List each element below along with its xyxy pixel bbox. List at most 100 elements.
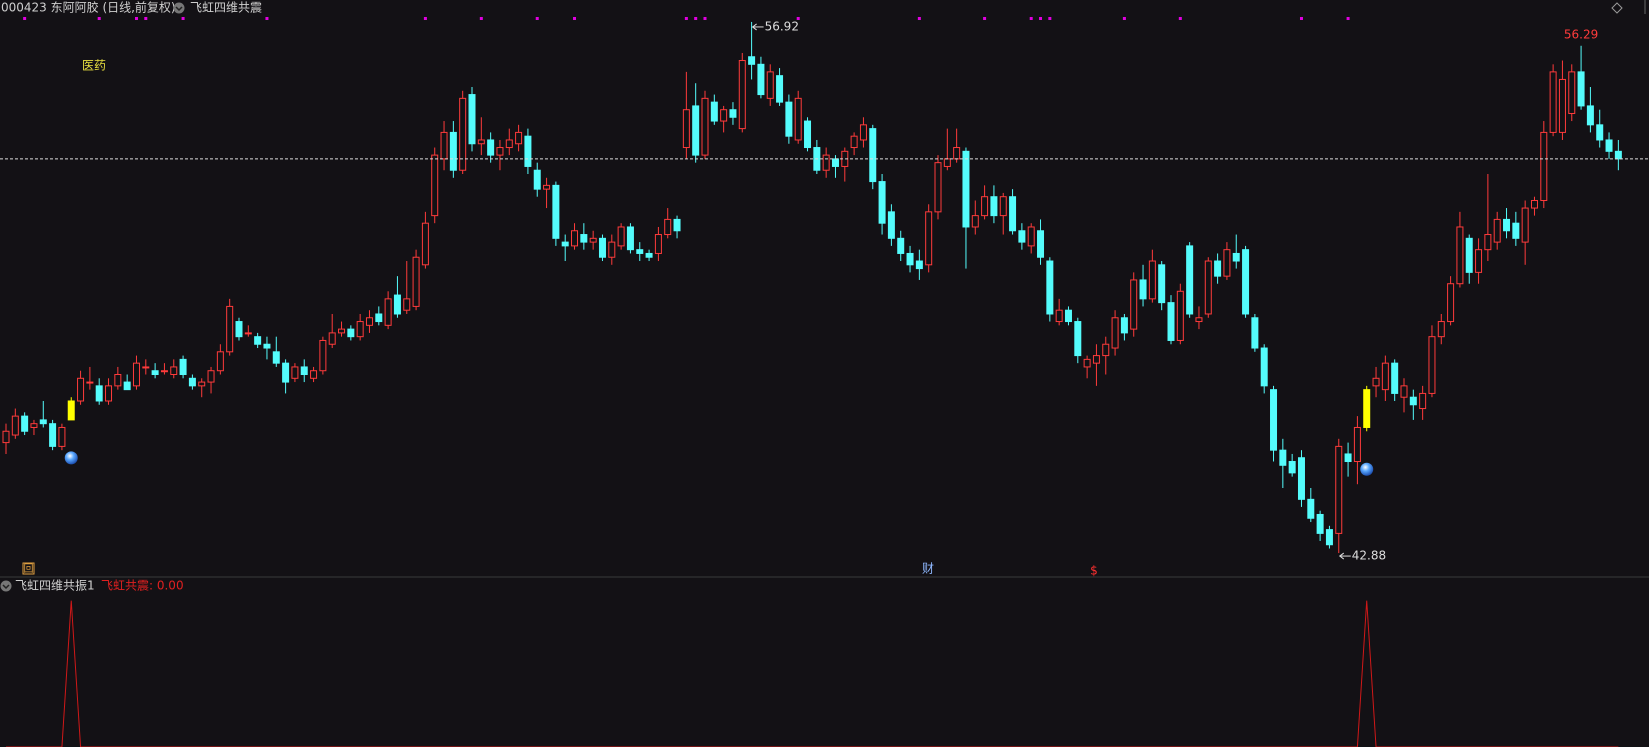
top-marker xyxy=(1029,17,1033,20)
candle-body xyxy=(216,351,224,372)
candle-body xyxy=(440,131,448,160)
candle-body xyxy=(561,241,569,247)
candle-body xyxy=(608,241,616,258)
candle-body xyxy=(1409,396,1417,406)
candle-body xyxy=(1046,260,1054,315)
top-marker xyxy=(917,17,921,20)
candle-body xyxy=(403,298,411,311)
candle-body xyxy=(1381,362,1389,391)
candle-body xyxy=(1447,283,1455,323)
candle-body xyxy=(431,154,439,217)
annotation: 56.92 xyxy=(765,19,799,33)
candle-body xyxy=(887,211,895,239)
candle-body xyxy=(1111,317,1119,349)
candle-body xyxy=(1558,78,1566,133)
candle-body xyxy=(831,158,839,167)
candle-body xyxy=(1400,385,1408,398)
candle-body xyxy=(310,370,318,379)
candle-body xyxy=(580,234,588,243)
candle-body xyxy=(170,366,178,376)
candle-body xyxy=(626,226,634,251)
candle-body xyxy=(160,370,168,373)
candle-body xyxy=(375,313,383,323)
lower-title: 飞虹四维共振1 xyxy=(15,579,95,593)
candle-body xyxy=(282,362,290,383)
candle-body xyxy=(1139,279,1147,300)
candle-body xyxy=(291,366,299,379)
collapse-icon[interactable] xyxy=(0,580,12,592)
candle-body xyxy=(86,381,94,384)
candle-body xyxy=(1530,199,1538,209)
candle-body xyxy=(123,381,131,391)
candle-body xyxy=(421,222,429,266)
candle-body xyxy=(1475,249,1483,273)
candle-body xyxy=(2,430,10,444)
candle-body xyxy=(449,131,457,171)
top-marker xyxy=(684,17,688,20)
top-marker xyxy=(479,17,483,20)
candle-body xyxy=(1521,207,1529,243)
candle-body xyxy=(188,377,196,387)
indicator-title: 飞虹四维共震 xyxy=(190,1,262,15)
candle-body xyxy=(1596,124,1604,141)
event-icon: 回 xyxy=(24,563,34,575)
candle-body xyxy=(1009,196,1017,232)
chevron xyxy=(2,584,10,590)
candle-body xyxy=(1568,71,1576,114)
top-marker xyxy=(23,17,27,20)
candle-body xyxy=(533,169,541,190)
top-marker xyxy=(983,17,987,20)
top-marker xyxy=(181,17,185,20)
candle-body xyxy=(673,218,681,232)
candle-body xyxy=(1484,234,1492,251)
candle-body xyxy=(114,374,122,387)
candle-body xyxy=(1037,230,1045,258)
candle-body xyxy=(459,97,467,171)
candle-body xyxy=(1214,260,1222,277)
candle-body xyxy=(1512,222,1520,239)
candle-body xyxy=(1577,71,1585,107)
candle-body xyxy=(347,328,355,338)
event-icon: 财 xyxy=(922,562,934,576)
candle-body xyxy=(356,321,364,338)
candle-body xyxy=(934,162,942,213)
candle-body xyxy=(1372,377,1380,387)
candle-body xyxy=(11,415,19,436)
candle-body xyxy=(207,370,215,383)
annotation-arrowhead xyxy=(1338,552,1345,560)
candle-body xyxy=(720,109,728,122)
collapse-icon[interactable] xyxy=(173,2,185,14)
candle-body xyxy=(319,339,327,372)
candle-body xyxy=(1018,230,1026,243)
candle-body xyxy=(636,249,644,254)
candle-body xyxy=(263,343,271,349)
signal-ball xyxy=(1360,462,1374,476)
candle-body xyxy=(1316,513,1324,534)
candle-body xyxy=(338,328,346,334)
sector-label: 医药 xyxy=(82,59,106,73)
candle-body xyxy=(1279,449,1287,466)
candle-body xyxy=(943,158,951,167)
candle-body xyxy=(468,94,476,145)
candle-body xyxy=(105,385,113,402)
candle-body xyxy=(822,154,830,171)
diamond-icon[interactable] xyxy=(1611,2,1623,14)
top-marker xyxy=(1299,17,1303,20)
top-marker xyxy=(1039,17,1043,20)
candle-body xyxy=(1465,237,1473,273)
candle-body xyxy=(524,135,532,167)
candle-body xyxy=(1242,249,1250,315)
candle-body xyxy=(552,184,560,239)
candle-body xyxy=(794,97,802,141)
annotation: 56.29 xyxy=(1564,27,1598,41)
top-marker xyxy=(703,17,707,20)
candle-body xyxy=(272,351,280,364)
candle-body xyxy=(962,150,970,228)
candle-body xyxy=(1335,445,1343,534)
candle-body xyxy=(571,230,579,247)
candle-body xyxy=(1605,139,1613,152)
candle-body xyxy=(487,139,495,156)
candle-body xyxy=(776,75,784,103)
